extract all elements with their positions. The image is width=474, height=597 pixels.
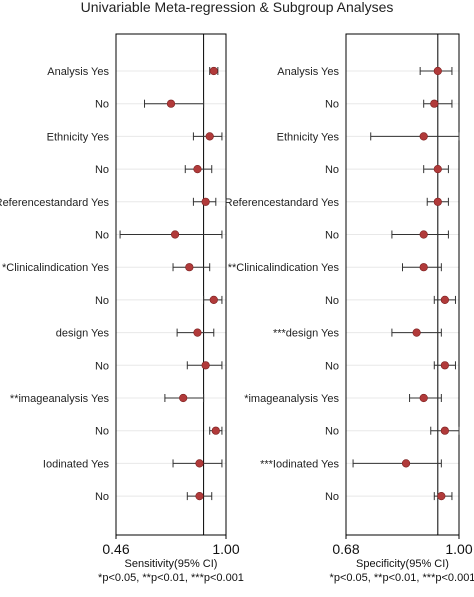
row-label: No [325,360,339,372]
axis-tick-label: 0.46 [102,541,129,557]
point-estimate [419,263,428,272]
point-estimate [433,197,442,206]
row-label: No [325,164,339,176]
row-label: Referencestandard Yes [225,197,340,209]
significance-footnote: *p<0.05, **p<0.01, ***p<0.001 [98,572,244,584]
row-label: No [95,360,109,372]
plot-frame [345,33,460,536]
point-estimate [419,393,428,403]
point-estimate [211,426,220,435]
row-label: Iodinated Yes [43,458,110,470]
point-estimate [401,459,411,468]
x-axis-label: Sensitivity(95% CI) [125,558,218,570]
plot-frame [115,33,227,536]
point-estimate [440,426,449,435]
point-estimate [195,459,204,468]
point-estimate [419,132,428,141]
row-label: **imageanalysis Yes [10,393,110,405]
row-label: No [325,295,339,307]
row-label: Ethnicity Yes [47,131,110,143]
point-estimate [209,295,218,305]
row-label: No [325,99,339,111]
point-estimate [193,165,202,174]
chart-title: Univariable Meta-regression & Subgroup A… [81,0,394,15]
x-axis-label: Specificity(95% CI) [356,558,449,570]
panel-sensitivity: Analysis Yes No Ethnicity Yes No Referencest… [0,33,244,584]
point-estimate [201,361,210,370]
point-estimate [440,295,449,305]
row-label: Analysis Yes [47,66,109,78]
point-estimate [179,393,188,403]
row-label: Referencestandard Yes [0,197,109,209]
row-label: No [325,491,339,503]
row-label: No [95,426,109,438]
point-estimate [201,197,210,206]
point-estimate [209,66,218,76]
row-label: No [95,491,109,503]
row-label: *Clinicalindication Yes [2,262,110,274]
point-estimate [166,99,176,108]
row-label: *imageanalysis Yes [244,393,339,405]
point-estimate [170,230,180,239]
point-estimate [440,361,449,370]
row-label: **Clinicalindication Yes [228,262,340,274]
significance-footnote: *p<0.05, **p<0.01, ***p<0.001 [330,572,474,584]
row-label: No [95,99,109,111]
row-label: No [325,230,339,242]
point-estimate [195,492,204,501]
point-estimate [193,328,202,337]
row-label: Analysis Yes [277,66,339,78]
axis-tick-label: 1.00 [212,541,239,557]
point-estimate [412,328,421,337]
row-label: ***Iodinated Yes [260,458,339,470]
panel-specificity: Analysis Yes No Ethnicity Yes No Referencest… [225,33,474,584]
point-estimate [433,165,442,174]
row-label: No [95,230,109,242]
row-label: No [95,164,109,176]
row-label: ***design Yes [273,328,340,340]
axis-tick-label: 1.00 [445,541,472,557]
row-label: No [95,295,109,307]
axis-tick-label: 0.68 [332,541,359,557]
row-label: No [325,426,339,438]
row-label: Ethnicity Yes [277,131,340,143]
point-estimate [437,492,446,501]
point-estimate [433,66,442,76]
point-estimate [185,263,194,272]
point-estimate [419,230,428,239]
row-label: design Yes [56,328,110,340]
point-estimate [430,99,439,108]
point-estimate [205,132,214,141]
